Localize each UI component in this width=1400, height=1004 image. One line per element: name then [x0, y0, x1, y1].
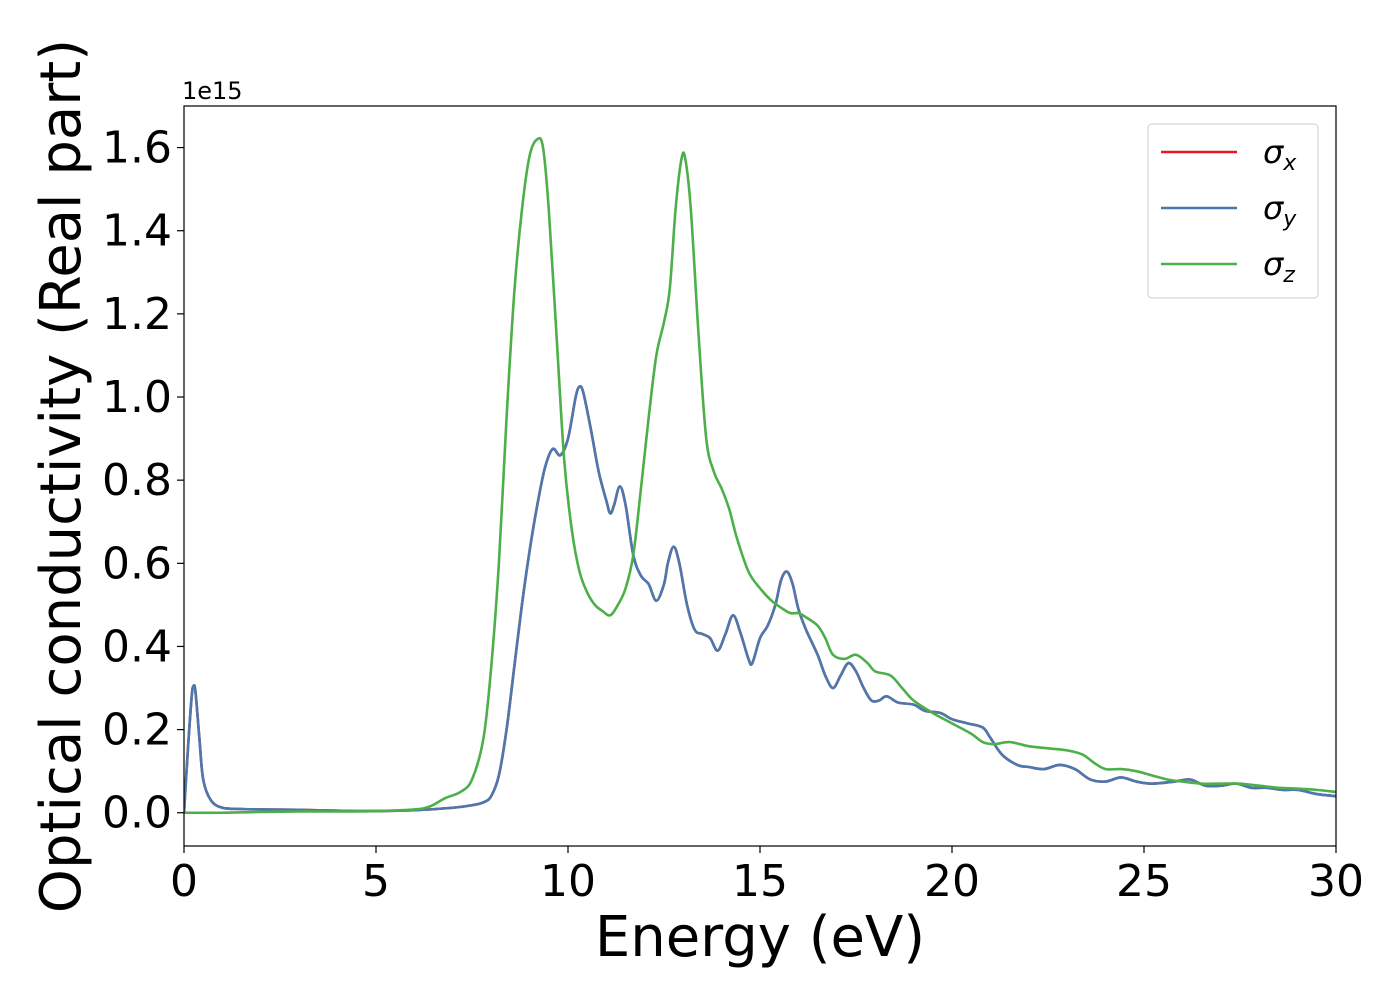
- y-tick-label: 1.6: [102, 123, 172, 174]
- y-ticks: 0.0 0.2 0.4 0.6 0.8 1.0 1.2 1.4 1.6: [102, 123, 184, 839]
- y-tick-label: 0.6: [102, 538, 172, 589]
- y-axis-label: Optical conductivity (Real part): [29, 39, 94, 913]
- x-axis-label: Energy (eV): [595, 905, 925, 970]
- series-layer: [184, 136, 1336, 815]
- x-tick-label: 15: [732, 856, 788, 907]
- legend: σx σy σz: [1147, 123, 1319, 299]
- x-tick-label: 30: [1308, 856, 1364, 907]
- series-line-x: [184, 385, 1336, 813]
- x-tick-label: 5: [362, 856, 390, 907]
- legend-label-z: σz: [1263, 245, 1295, 288]
- y-tick-label: 1.0: [102, 372, 172, 423]
- x-tick-label: 0: [170, 856, 198, 907]
- y-offset-text: 1e15: [182, 77, 243, 105]
- y-tick-label: 1.4: [102, 206, 172, 257]
- y-tick-label: 1.2: [102, 289, 172, 340]
- y-tick-label: 0.8: [102, 455, 172, 506]
- x-ticks: 0 5 10 15 20 25 30: [170, 846, 1364, 907]
- legend-label-y: σy: [1263, 189, 1297, 232]
- y-tick-label: 0.4: [102, 621, 172, 672]
- legend-frame: [1147, 123, 1319, 299]
- y-tick-label: 0.2: [102, 705, 172, 756]
- x-tick-label: 20: [924, 856, 980, 907]
- x-tick-label: 25: [1116, 856, 1172, 907]
- legend-items: σx σy σz: [1161, 133, 1297, 288]
- series-line-z: [184, 136, 1336, 815]
- legend-label-x: σx: [1263, 133, 1297, 176]
- series-line-y: [184, 385, 1336, 813]
- y-tick-label: 0.0: [102, 788, 172, 839]
- x-tick-label: 10: [540, 856, 596, 907]
